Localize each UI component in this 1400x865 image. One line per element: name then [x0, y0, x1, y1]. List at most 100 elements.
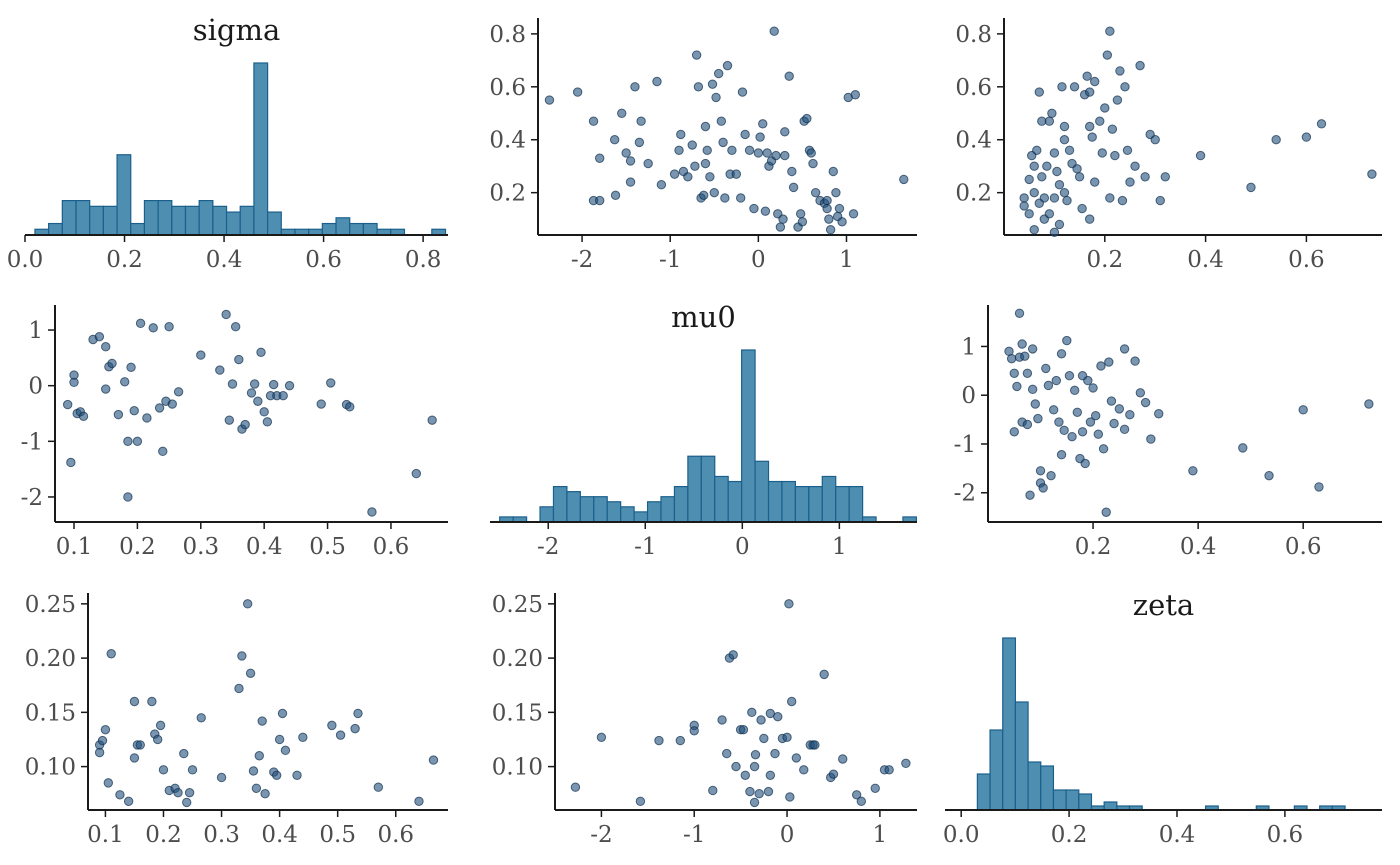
scatter-point [1096, 361, 1106, 371]
scatter-point [785, 792, 795, 802]
x-tick-label: 0.2 [1087, 247, 1124, 273]
scatter-point [411, 468, 422, 479]
scatter-point [234, 683, 244, 694]
scatter-point [870, 783, 880, 793]
scatter-point [707, 79, 718, 89]
scatter-point [1090, 177, 1100, 187]
scatter-point [135, 740, 145, 750]
hist-bar [48, 222, 63, 236]
scatter-point [1110, 150, 1120, 161]
scatter-point [780, 127, 790, 137]
scatter-point [1367, 169, 1377, 179]
mu0-vs-sigma-panel: -2 -1 0 1 0.2 0.4 0.6 0.8 [489, 18, 917, 273]
scatter-point [1032, 145, 1042, 156]
scatter-point [740, 770, 750, 780]
scatter-point [1140, 172, 1150, 182]
scatter-point [771, 150, 781, 161]
scatter-point [184, 787, 195, 798]
scatter-point [1106, 396, 1117, 406]
scatter-point [1154, 409, 1164, 419]
hist-bar [143, 200, 159, 236]
x-tick-label: 0.0 [943, 822, 980, 848]
scatter-point [1022, 419, 1033, 430]
scatter-point [760, 206, 771, 216]
scatter-point [248, 766, 259, 776]
scatter-point [596, 732, 607, 743]
y-tick-label: 0.25 [25, 592, 76, 618]
x-tick-label: 0 [751, 247, 766, 273]
scatter-point [1087, 132, 1097, 142]
scatter-point [1246, 182, 1256, 193]
hist-bar [781, 480, 797, 523]
y-tick-label: 0 [28, 374, 43, 400]
hist-bar [130, 222, 146, 236]
scatter-point [167, 399, 177, 409]
x-tick-label: -1 [659, 247, 681, 273]
scatter-point [1041, 363, 1051, 374]
scatter-point [427, 415, 437, 425]
scatter-point [747, 707, 757, 718]
scatter-point [1119, 424, 1130, 435]
scatter-point [1025, 490, 1035, 500]
scatter-point [825, 225, 836, 235]
x-tick-label: 0.4 [1159, 822, 1196, 848]
scatter-point [1056, 450, 1067, 460]
scatter-point [775, 222, 786, 232]
scatter-point [778, 214, 788, 224]
scatter-point [262, 417, 273, 427]
scatter-point [326, 378, 336, 388]
scatter-point [1135, 60, 1145, 71]
scatter-point [1301, 132, 1312, 142]
scatter-point [784, 71, 794, 81]
scatter-point [676, 129, 686, 140]
scatter-point [1019, 193, 1029, 203]
hist-bar [808, 485, 823, 523]
scatter-point [717, 715, 727, 725]
scatter-point [693, 82, 704, 92]
hist-bar [321, 222, 337, 236]
scatter-point [274, 734, 285, 745]
scatter-point [268, 379, 279, 390]
scatter-point [1029, 225, 1039, 235]
scatter-point [126, 362, 136, 373]
y-tick-label: 0.6 [955, 75, 992, 101]
scatter-point [744, 145, 755, 156]
scatter-point [1049, 227, 1060, 238]
scatter-point [731, 169, 742, 179]
scatter-point [1006, 353, 1017, 364]
scatter-point [1130, 356, 1140, 366]
y-tick-label: 0.20 [492, 646, 543, 672]
x-tick-label: 0.4 [1180, 534, 1217, 560]
scatter-point [722, 748, 732, 759]
scatter-point [1027, 384, 1038, 395]
scatter-point [1117, 195, 1128, 206]
scatter-point [634, 137, 645, 148]
hist-bar [660, 496, 676, 523]
scatter-point [106, 649, 116, 659]
hist-bar [225, 211, 241, 236]
scatter-point [713, 68, 724, 79]
scatter-point [62, 399, 73, 410]
scatter-point [787, 166, 797, 177]
scatter-point [1314, 482, 1324, 492]
scatter-point [1122, 145, 1133, 156]
scatter-point [284, 380, 295, 391]
scatter-point [1024, 174, 1034, 185]
scatter-point [749, 797, 760, 808]
scatter-point [856, 796, 867, 807]
scatter-point [617, 108, 627, 118]
scatter-point [1119, 344, 1130, 354]
hist-bar [566, 491, 581, 523]
scatter-point [1039, 193, 1050, 203]
scatter-point [901, 758, 911, 769]
scatter-point [173, 387, 184, 397]
mu0-vs-zeta-panel: -2 -1 0 1 0.10 0.15 0.20 0.25 [492, 592, 917, 848]
scatter-point [1049, 148, 1060, 158]
scatter-point [132, 436, 143, 447]
y-tick-label: 0.8 [955, 22, 992, 48]
scatter-point [1069, 385, 1080, 396]
scatter-point [780, 150, 790, 161]
scatter-point [737, 87, 748, 97]
hist-bar [741, 349, 756, 523]
hist-bar [620, 506, 635, 523]
